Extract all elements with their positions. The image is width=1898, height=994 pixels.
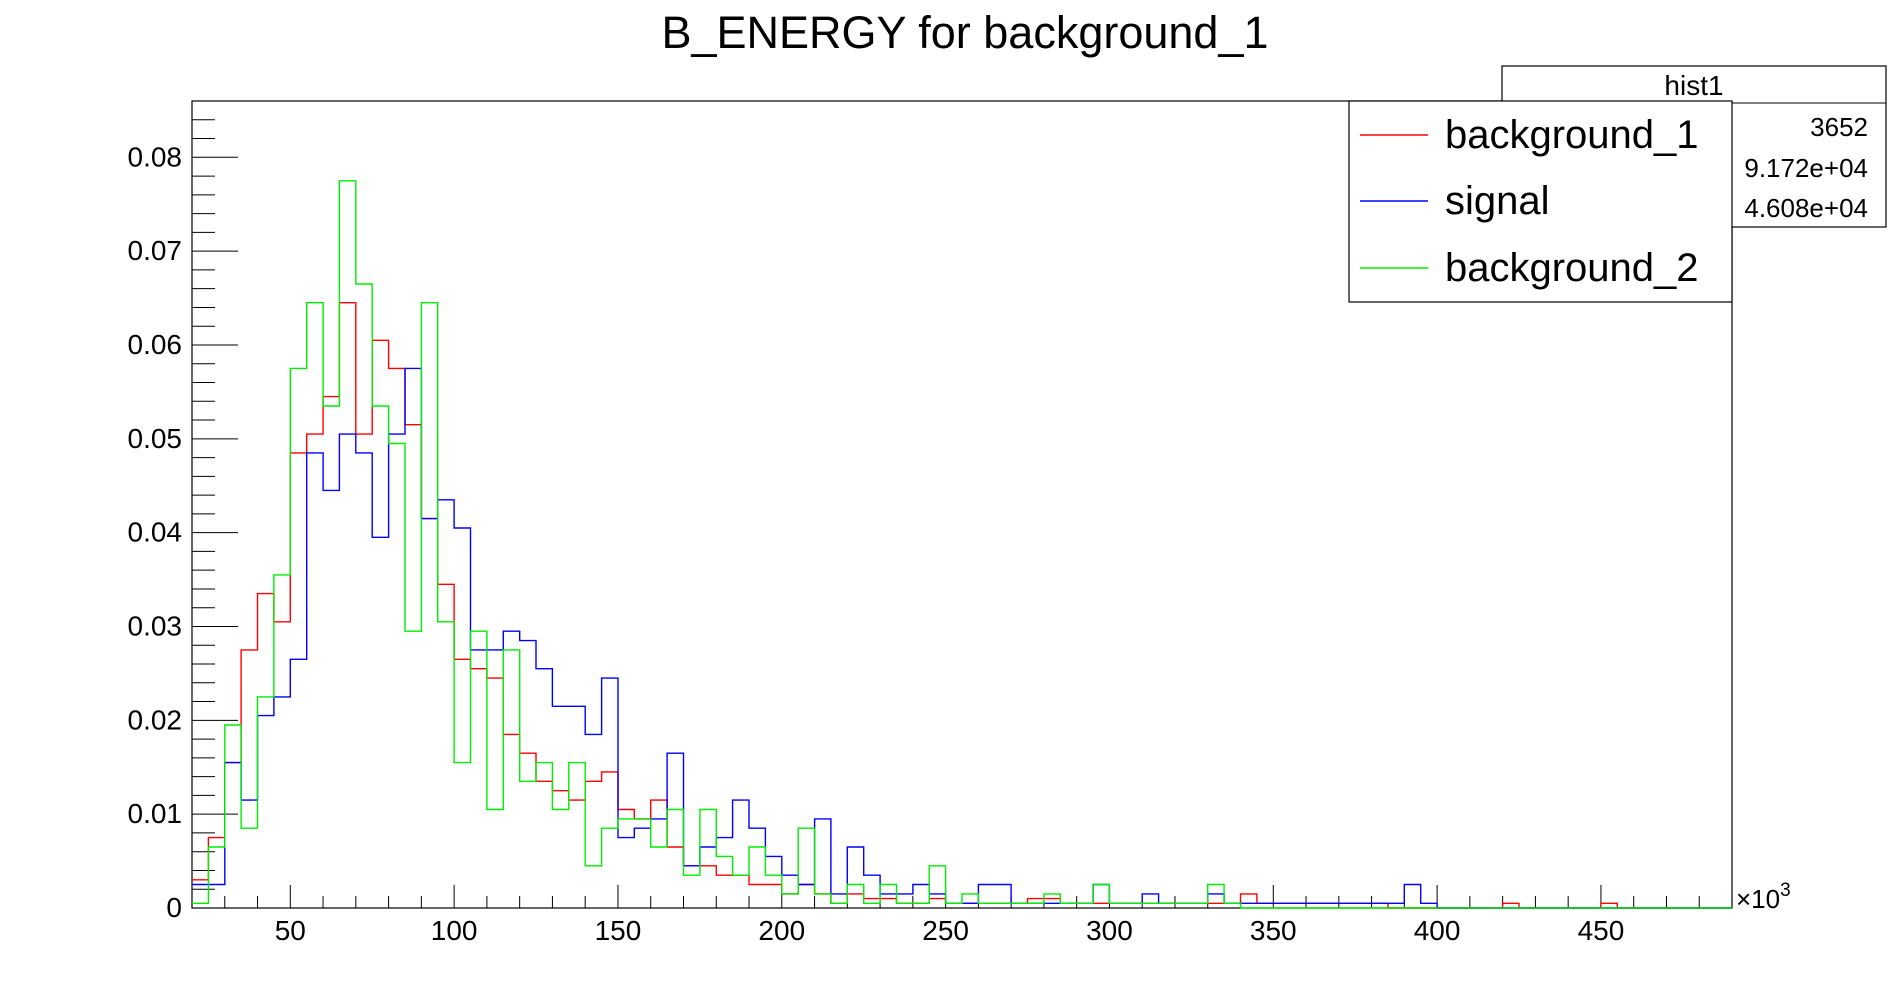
- y-tick-label: 0.07: [128, 235, 183, 266]
- x-axis: 50 100 150 200 250 300 350 400 450: [191, 885, 1733, 946]
- chart-title: B_ENERGY for background_1: [661, 7, 1268, 58]
- y-tick-label: 0.01: [128, 798, 183, 829]
- series-background-1-line: [192, 302, 1732, 909]
- legend-label-background-2: background_2: [1445, 246, 1699, 290]
- y-tick-label: 0.04: [128, 517, 183, 548]
- x-tick-label: 150: [595, 915, 642, 946]
- x-tick-label: 400: [1414, 915, 1461, 946]
- x-tick-label: 200: [758, 915, 805, 946]
- y-tick-label: 0.08: [128, 141, 183, 172]
- y-tick-label: 0.05: [128, 423, 183, 454]
- series-signal-line: [192, 367, 1732, 909]
- legend-label-background-1: background_1: [1445, 113, 1699, 157]
- stats-box-title: hist1: [1664, 70, 1723, 101]
- stats-entries: 3652: [1810, 112, 1868, 142]
- plot-frame: [191, 100, 1733, 909]
- x-axis-scale-label: ×103: [1736, 880, 1791, 914]
- x-axis-scale-base: ×10: [1736, 884, 1780, 914]
- x-tick-label: 250: [922, 915, 969, 946]
- x-tick-label: 350: [1250, 915, 1297, 946]
- stats-std-dev: 4.608e+04: [1744, 193, 1868, 223]
- x-axis-scale-exponent: 3: [1780, 880, 1791, 901]
- y-tick-label: 0.03: [128, 610, 183, 641]
- legend-label-signal: signal: [1445, 179, 1550, 223]
- x-tick-label: 450: [1578, 915, 1625, 946]
- x-tick-label: 50: [275, 915, 306, 946]
- stats-mean: 9.172e+04: [1744, 153, 1868, 183]
- x-tick-label: 100: [431, 915, 478, 946]
- legend: background_1 signal background_2: [1348, 100, 1733, 303]
- y-tick-label: 0: [166, 892, 182, 923]
- y-axis: 0 0.01 0.02 0.03 0.04 0.05 0.06 0.07 0.08: [128, 119, 238, 923]
- y-tick-label: 0.02: [128, 704, 183, 735]
- series-layer: [192, 180, 1732, 909]
- series-background-2-line: [192, 180, 1732, 909]
- y-tick-label: 0.06: [128, 329, 183, 360]
- x-tick-label: 300: [1086, 915, 1133, 946]
